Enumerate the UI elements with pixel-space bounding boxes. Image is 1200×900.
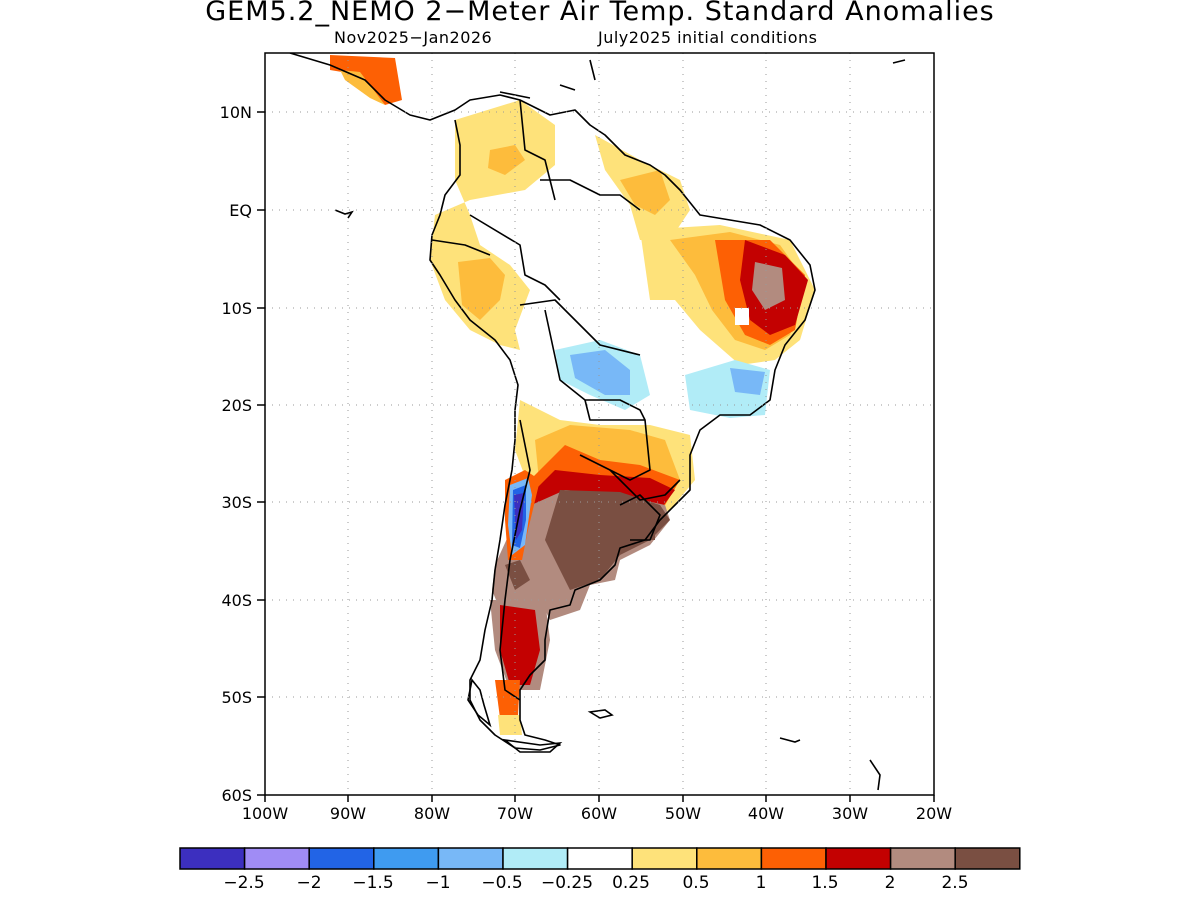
initial-conditions-subtitle: July2025 initial conditions [598, 28, 818, 47]
lon-label: 80W [414, 804, 450, 823]
colorbar-swatch [179, 847, 246, 870]
colorbar-label: 0.5 [682, 873, 710, 893]
shade-guiana-orange [620, 170, 670, 215]
colorbar-swatch [502, 847, 569, 870]
lon-label: 100W [242, 804, 289, 823]
shade-patagonia-red [500, 605, 540, 685]
lat-label: 30S [221, 493, 252, 512]
lon-labels: 100W 90W 80W 70W 60W 50W 40W 30W 20W [242, 804, 952, 823]
colorbar-label: 2.5 [941, 873, 969, 893]
lon-label: 20W [916, 804, 952, 823]
shade-ne-brazil-brown [752, 262, 785, 310]
shade-east-cool [730, 368, 765, 395]
lon-label: 50W [665, 804, 701, 823]
colorbar-swatch [889, 847, 956, 870]
colorbar-swatch [308, 847, 375, 870]
graticule [265, 53, 934, 795]
border-ecuador-peru [431, 239, 491, 256]
lat-label: EQ [229, 201, 252, 220]
lon-label: 70W [497, 804, 533, 823]
colorbar-label: −1 [425, 873, 451, 893]
colorbar-label: 0.25 [612, 873, 650, 893]
colorbar-swatch [954, 847, 1021, 870]
shade-ne-white-cell [735, 308, 749, 325]
lat-label: 10N [220, 103, 252, 122]
border-venezuela [519, 99, 556, 201]
colorbar-label: 1.5 [811, 873, 839, 893]
colorbar-swatch [373, 847, 440, 870]
lat-label: 40S [221, 591, 252, 610]
lon-label: 30W [832, 804, 868, 823]
anomaly-shading [330, 55, 815, 735]
lat-label: 20S [221, 396, 252, 415]
colorbar-swatch [566, 847, 633, 870]
border-uruguay [619, 494, 661, 541]
lat-label: 10S [221, 299, 252, 318]
galapagos-islands [334, 209, 354, 219]
border-argentina-brazil [609, 469, 681, 501]
lat-label: 50S [221, 688, 252, 707]
lat-labels: 10N EQ 10S 20S 30S 40S 50S 60S [220, 103, 252, 805]
atlantic-islands-se [869, 759, 881, 791]
colorbar-label: −2.5 [223, 873, 265, 893]
colorbar-swatch [760, 847, 827, 870]
shade-nw-orange [488, 145, 525, 175]
lon-label: 90W [330, 804, 366, 823]
tierra-del-fuego [502, 738, 563, 753]
colorbar-swatch [437, 847, 504, 870]
south-georgia [779, 737, 801, 743]
shade-argentina-brown-dark2 [505, 560, 530, 590]
lat-label: 60S [221, 786, 252, 805]
border-colombia-brazil [469, 214, 561, 301]
colorbar-label: −0.5 [481, 873, 523, 893]
shade-ecuador-peru-orange [458, 258, 505, 320]
colorbar-label: −2 [296, 873, 322, 893]
colorbar-swatch [243, 847, 310, 870]
shade-central-cool [570, 350, 630, 395]
shade-central-america-yellow [340, 70, 385, 105]
colorbar [179, 847, 1021, 870]
coastline [289, 53, 816, 751]
colorbar-label: 2 [884, 873, 896, 893]
map-title: GEM5.2_NEMO 2−Meter Air Temp. Standard A… [205, 0, 995, 27]
colorbar-swatch [696, 847, 763, 870]
shade-patagonia-orange [495, 680, 520, 718]
continent-outline [289, 53, 816, 751]
shade-patagonia-yellow [498, 715, 522, 735]
colorbar-label: −1.5 [352, 873, 394, 893]
lon-label: 60W [581, 804, 617, 823]
colorbar-swatch [631, 847, 698, 870]
period-subtitle: Nov2025−Jan2026 [334, 28, 493, 47]
tick-marks [257, 111, 935, 802]
colorbar-swatch [825, 847, 892, 870]
lon-label: 40W [748, 804, 784, 823]
border-bolivia [544, 309, 646, 421]
border-paraguay [579, 399, 651, 481]
border-brazil-north [540, 179, 641, 211]
chilean-archipelago [467, 678, 492, 728]
colorbar-label: −0.25 [540, 873, 594, 893]
border-peru-brazil [519, 299, 641, 356]
falkland-islands [587, 709, 614, 719]
map-plot-area [265, 53, 934, 795]
colorbar-label: 1 [755, 873, 767, 893]
caribbean-islands [499, 59, 596, 99]
shade-north-yellow [430, 100, 555, 350]
atlantic-islands-ne [892, 59, 906, 64]
border-chile-argentina [499, 419, 531, 701]
